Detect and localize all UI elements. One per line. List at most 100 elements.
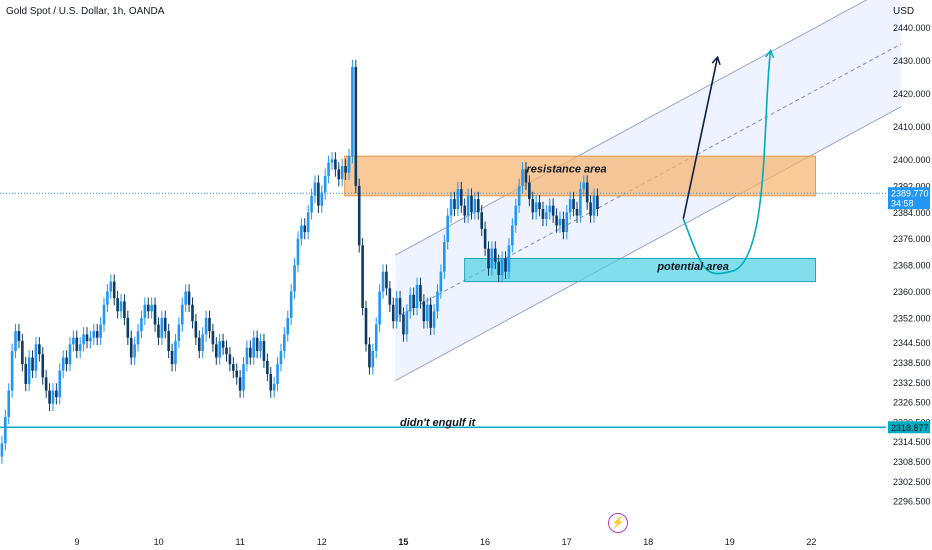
candle-body [494, 248, 497, 262]
candle [323, 168, 327, 200]
candle [106, 284, 109, 312]
candle [276, 356, 279, 392]
candle-body [364, 308, 368, 345]
candle [429, 297, 432, 336]
candle-body [85, 334, 89, 342]
candle-body [204, 317, 208, 335]
candle [415, 277, 419, 316]
candle-body [99, 324, 102, 338]
candle-body [214, 344, 218, 358]
candle [177, 317, 181, 349]
candle-body [568, 199, 572, 213]
candle-body [296, 238, 300, 266]
candle [558, 211, 562, 233]
candle [419, 277, 422, 309]
lightning-icon[interactable]: ⚡ [608, 513, 628, 533]
candle-body [511, 225, 514, 246]
candle [116, 290, 119, 319]
candle [123, 294, 126, 326]
candle-body [579, 189, 582, 216]
candle-body [340, 166, 344, 180]
candle [473, 191, 477, 220]
candle-body [306, 212, 310, 233]
candle-body [545, 212, 548, 219]
candle [378, 284, 381, 332]
candle-body [585, 182, 589, 203]
candle-body [116, 298, 119, 312]
candle-body [211, 331, 215, 345]
candle-body [191, 304, 194, 322]
candle [232, 356, 235, 379]
candle [201, 327, 204, 359]
candle-body [463, 205, 466, 216]
candle-body [548, 205, 552, 213]
y-tick-label: 2440.000 [893, 23, 931, 33]
candle [51, 383, 55, 412]
candle-body [538, 202, 541, 209]
candle-body [61, 357, 65, 371]
currency-label: USD [893, 6, 915, 17]
candle-body [391, 304, 395, 322]
candle-body [252, 337, 256, 358]
y-tick-label: 2296.500 [893, 497, 931, 507]
candle-body [558, 218, 562, 226]
candle-body [327, 162, 330, 176]
candle [334, 152, 337, 177]
candle-body [470, 195, 473, 213]
y-tick-label: 2392.000 [893, 181, 931, 191]
candle-body [412, 294, 415, 309]
candle [528, 175, 531, 207]
candle-body [221, 341, 225, 348]
y-tick-label: 2410.000 [893, 122, 931, 132]
candle [388, 280, 392, 312]
candle-body [528, 182, 531, 200]
candle [313, 175, 317, 204]
candle [490, 241, 494, 276]
current-price-tag-bg [888, 187, 930, 210]
candle-body [187, 291, 191, 305]
candle [327, 155, 330, 184]
candle [150, 297, 153, 319]
candle [99, 317, 102, 345]
candle-body [14, 331, 17, 351]
candle [109, 274, 113, 299]
candle [425, 297, 429, 329]
candle-body [357, 185, 361, 246]
candle-body [439, 271, 443, 292]
candle-body [442, 241, 446, 272]
candle [143, 297, 147, 326]
candle [463, 198, 466, 223]
candle [412, 287, 415, 316]
y-tick-label: 2302.500 [893, 477, 931, 487]
candle [255, 330, 259, 359]
candle [357, 178, 361, 253]
candle [289, 284, 293, 326]
candle-body [320, 192, 324, 206]
candle [524, 162, 528, 190]
candle-body [136, 331, 140, 345]
candle-body [317, 182, 320, 206]
candle [300, 218, 303, 246]
candle-body [575, 208, 579, 216]
candle-body [225, 347, 228, 355]
candle [364, 300, 368, 352]
candle [10, 343, 14, 398]
candle [422, 294, 426, 329]
candle [41, 346, 45, 385]
candle [58, 363, 62, 405]
candle-body [133, 344, 136, 358]
candle [17, 323, 21, 349]
candle-body [272, 383, 276, 391]
candle [432, 304, 436, 336]
candle-body [446, 215, 449, 242]
candle-body [48, 390, 51, 404]
candle-body [197, 337, 201, 351]
y-tick-label: 2314.500 [893, 437, 931, 447]
candle [538, 195, 541, 217]
candle-body [500, 258, 504, 276]
candle [293, 257, 296, 299]
candle-body [102, 304, 106, 325]
candle [306, 205, 310, 240]
candle [283, 327, 286, 359]
